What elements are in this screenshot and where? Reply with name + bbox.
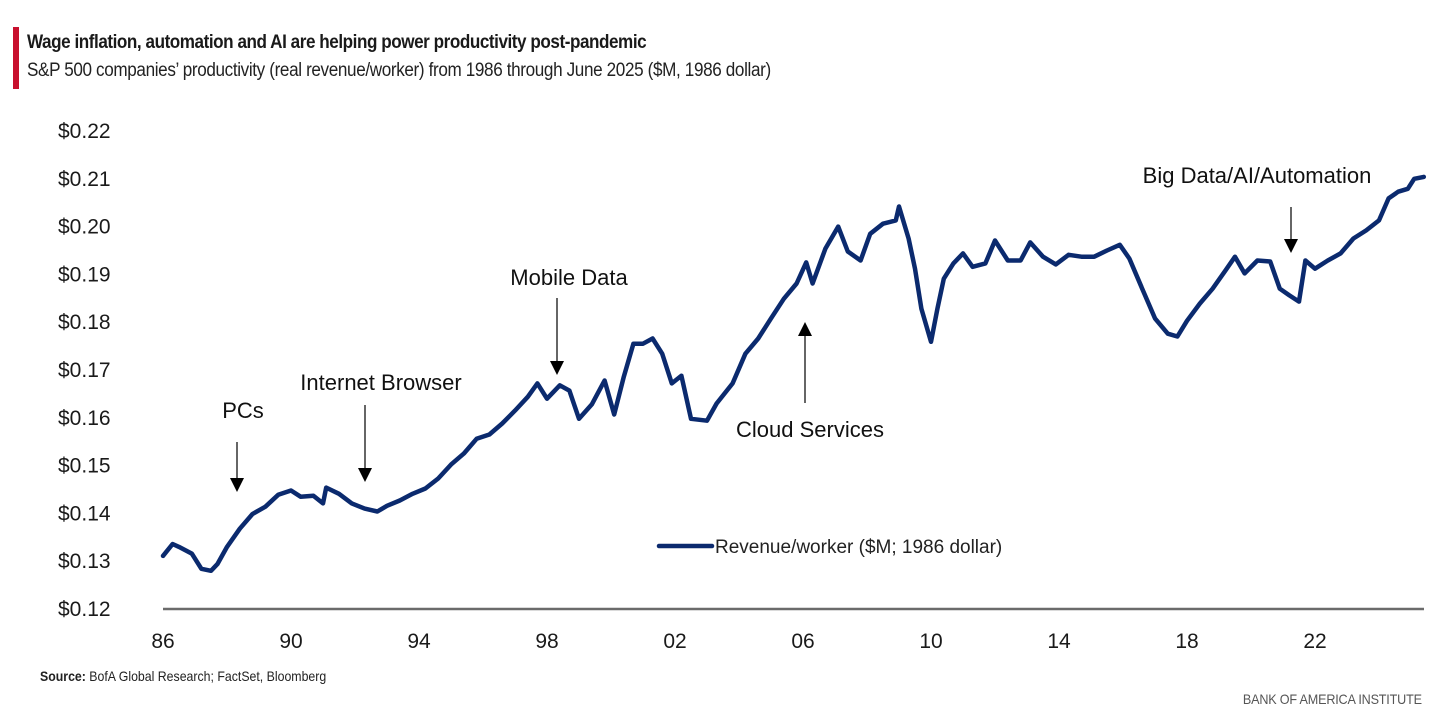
- x-tick-label: 10: [919, 630, 942, 653]
- annotation: PCs: [222, 398, 264, 492]
- chart-subtitle: S&P 500 companies’ productivity (real re…: [27, 60, 771, 81]
- x-axis: 86 90 94 98 02 06 10 14 18 22: [151, 630, 1326, 653]
- annotation-label: PCs: [222, 398, 264, 423]
- legend: Revenue/worker ($M; 1986 dollar): [656, 537, 1002, 558]
- annotation: Big Data/AI/Automation: [1143, 163, 1372, 253]
- y-tick-label: $0.12: [58, 598, 111, 621]
- x-tick-label: 18: [1175, 630, 1198, 653]
- annotation-label: Mobile Data: [510, 265, 628, 290]
- x-tick-label: 06: [791, 630, 814, 653]
- title-accent-bar: [13, 27, 19, 89]
- x-tick-label: 14: [1047, 630, 1071, 653]
- x-tick-label: 86: [151, 630, 174, 653]
- y-tick-label: $0.15: [58, 455, 111, 478]
- y-tick-label: $0.20: [58, 216, 111, 239]
- annotation-label: Big Data/AI/Automation: [1143, 163, 1372, 188]
- annotation-label: Cloud Services: [736, 417, 884, 442]
- y-tick-label: $0.17: [58, 359, 111, 382]
- y-tick-label: $0.13: [58, 550, 111, 573]
- y-tick-label: $0.19: [58, 263, 111, 286]
- chart-title: Wage inflation, automation and AI are he…: [27, 32, 647, 53]
- x-tick-label: 94: [407, 630, 431, 653]
- annotation: Cloud Services: [736, 322, 884, 442]
- arrow-down-icon: [1284, 239, 1298, 253]
- source-text: BofA Global Research; FactSet, Bloomberg: [85, 668, 327, 684]
- y-tick-label: $0.21: [58, 168, 111, 191]
- annotation: Internet Browser: [300, 370, 462, 482]
- series-line-revenue-per-worker: [160, 174, 1427, 574]
- arrow-up-icon: [798, 322, 812, 336]
- y-axis: $0.22 $0.21 $0.20 $0.19 $0.18 $0.17 $0.16 $0.15…: [58, 120, 111, 621]
- x-tick-label: 98: [535, 630, 558, 653]
- annotations: PCs Internet Browser Mobile Data Cloud Serv…: [222, 163, 1371, 492]
- arrow-down-icon: [358, 468, 372, 482]
- x-tick-label: 22: [1303, 630, 1326, 653]
- arrow-down-icon: [550, 361, 564, 375]
- legend-label: Revenue/worker ($M; 1986 dollar): [715, 537, 1002, 558]
- y-tick-label: $0.18: [58, 311, 111, 334]
- arrow-down-icon: [230, 478, 244, 492]
- source-label: Source:: [40, 668, 86, 684]
- y-tick-label: $0.22: [58, 120, 111, 143]
- source-note: Source: BofA Global Research; FactSet, B…: [40, 668, 326, 684]
- x-tick-label: 02: [663, 630, 686, 653]
- annotation: Mobile Data: [510, 265, 628, 375]
- y-tick-label: $0.14: [58, 502, 111, 525]
- brand-footer: BANK OF AMERICA INSTITUTE: [1243, 691, 1422, 707]
- x-tick-label: 90: [279, 630, 302, 653]
- annotation-label: Internet Browser: [300, 370, 461, 395]
- y-tick-label: $0.16: [58, 407, 111, 430]
